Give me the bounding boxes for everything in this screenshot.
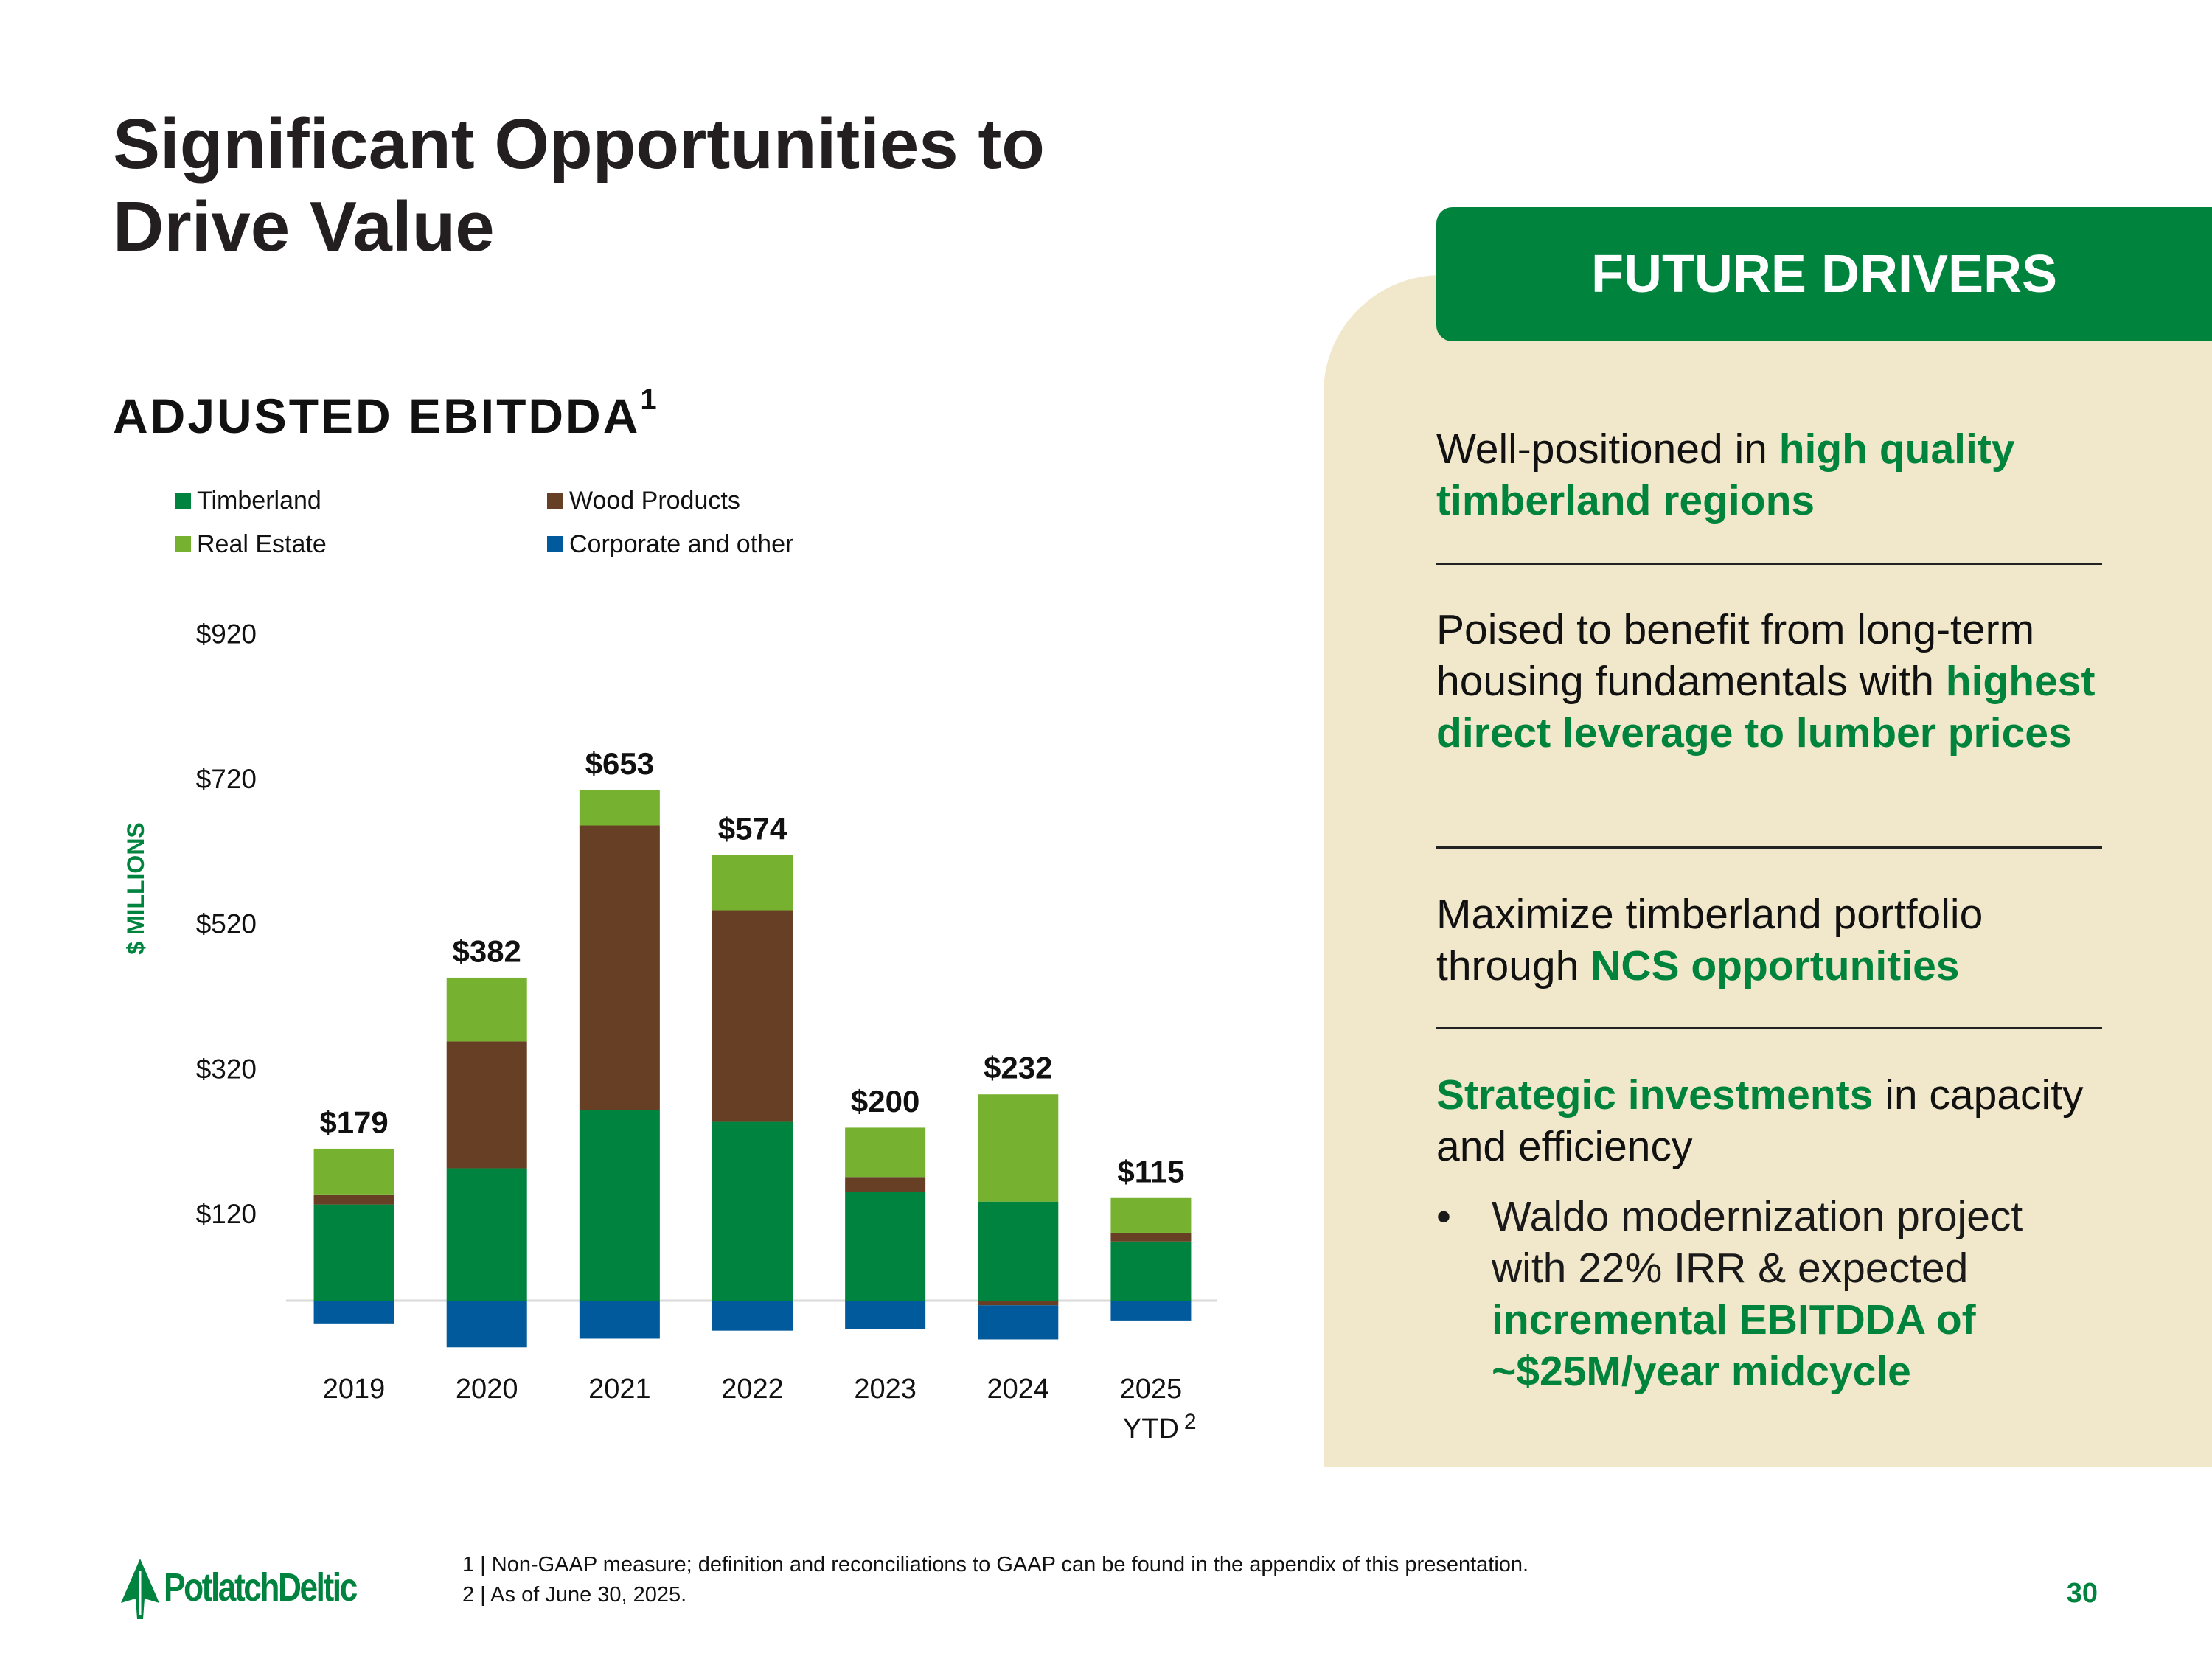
bar-segment bbox=[1110, 1232, 1192, 1242]
legend-label: Wood Products bbox=[569, 487, 740, 515]
footnote: 1 | Non-GAAP measure; definition and rec… bbox=[462, 1553, 1529, 1576]
x-tick-note: 2 bbox=[1183, 1410, 1197, 1434]
highlight-text: highest direct leverage to lumber prices bbox=[1436, 658, 2096, 757]
x-tick-label: 2021 bbox=[588, 1374, 651, 1405]
footnote: 2 | As of June 30, 2025. bbox=[462, 1583, 687, 1607]
bullet-dot: • bbox=[1436, 1193, 1451, 1240]
bar-segment bbox=[1110, 1301, 1192, 1321]
y-tick-label: $120 bbox=[196, 1199, 257, 1229]
bar-segment bbox=[446, 977, 527, 1042]
bar-segment bbox=[845, 1177, 926, 1192]
body-text: Waldo modernization project with 22% IRR… bbox=[1492, 1193, 2023, 1292]
total-label: $653 bbox=[585, 746, 654, 781]
drivers-panel bbox=[1324, 275, 2212, 1467]
bar-segment bbox=[978, 1201, 1059, 1301]
highlight-text: incremental EBITDDA of ~$25M/year midcyc… bbox=[1492, 1296, 1976, 1395]
driver-item: Poised to benefit from long-term housing… bbox=[1436, 604, 2100, 759]
legend-swatch bbox=[175, 493, 191, 509]
plot: $120 $320 $520 $720 $920 $179 $382 $653 $574 $200… bbox=[196, 619, 1192, 1348]
y-tick-label: $320 bbox=[196, 1054, 257, 1084]
bar-segment bbox=[712, 1121, 793, 1301]
bar-segment bbox=[579, 1301, 660, 1339]
y-tick-label: $720 bbox=[196, 764, 257, 794]
driver-item: Well-positioned in high quality timberla… bbox=[1436, 423, 2100, 526]
bar-segment bbox=[313, 1204, 394, 1301]
bar-segment bbox=[712, 855, 793, 911]
y-tick-label: $920 bbox=[196, 619, 257, 650]
x-tick-label: 2022 bbox=[721, 1374, 784, 1405]
bar-segment bbox=[978, 1094, 1059, 1202]
bar-segment bbox=[845, 1127, 926, 1178]
panel-header: FUTURE DRIVERS bbox=[1436, 207, 2212, 341]
total-label: $382 bbox=[452, 933, 521, 968]
chart-title: ADJUSTED EBITDDA1 bbox=[113, 383, 659, 443]
logo-tree bbox=[121, 1559, 159, 1619]
page-number: 30 bbox=[2066, 1578, 2098, 1609]
driver-item: Maximize timberland portfolio through NC… bbox=[1436, 888, 2100, 992]
highlight-text: high quality timberland regions bbox=[1436, 425, 2015, 524]
bar-segment bbox=[579, 1110, 660, 1301]
total-label: $200 bbox=[851, 1084, 919, 1119]
chart-title-note: 1 bbox=[640, 383, 658, 416]
highlight-text: Strategic investments bbox=[1436, 1071, 1874, 1119]
legend-swatch bbox=[547, 536, 563, 552]
total-label: $115 bbox=[1117, 1154, 1184, 1189]
total-label: $179 bbox=[319, 1105, 388, 1139]
legend-label: Real Estate bbox=[197, 530, 327, 558]
bar-segment bbox=[579, 790, 660, 826]
total-label: $574 bbox=[718, 811, 787, 846]
y-tick-label: $520 bbox=[196, 909, 257, 939]
separator bbox=[1436, 563, 2102, 565]
bar-segment bbox=[313, 1148, 394, 1195]
legend-label: Corporate and other bbox=[569, 530, 793, 558]
bullet-item: Waldo modernization project with 22% IRR… bbox=[1492, 1191, 2096, 1397]
separator bbox=[1436, 846, 2102, 849]
x-tick-label: 2025 YTD bbox=[1119, 1374, 1183, 1444]
x-tick-label: 2024 bbox=[987, 1374, 1050, 1405]
x-tick-label: 2019 bbox=[322, 1374, 386, 1405]
body-text: Maximize timberland portfolio through bbox=[1436, 891, 1983, 990]
body-text: Poised to benefit from long-term housing… bbox=[1436, 606, 2035, 705]
bar-segment bbox=[446, 1168, 527, 1301]
bar-segment bbox=[712, 1301, 793, 1331]
legend-swatch bbox=[175, 536, 191, 552]
body-text: in capacity and efficiency bbox=[1436, 1071, 2084, 1170]
separator bbox=[1436, 1027, 2102, 1029]
y-axis-label: $ MILLIONS bbox=[122, 822, 149, 955]
body-text: Well-positioned in bbox=[1436, 425, 1779, 473]
total-label: $232 bbox=[984, 1051, 1052, 1085]
legend-label: Timberland bbox=[197, 487, 321, 515]
logo: PotlatchDeltic bbox=[164, 1565, 358, 1610]
bar-segment bbox=[845, 1192, 926, 1301]
x-tick-label: 2023 bbox=[854, 1374, 917, 1405]
bar-segment bbox=[712, 910, 793, 1122]
slide-title: Significant Opportunities to Drive Value bbox=[113, 105, 1045, 266]
bar-segment bbox=[978, 1301, 1059, 1306]
highlight-text: NCS opportunities bbox=[1590, 942, 1960, 990]
bar-segment bbox=[446, 1041, 527, 1169]
bar-segment bbox=[1110, 1241, 1192, 1301]
bar-segment bbox=[313, 1301, 394, 1324]
bar-segment bbox=[978, 1305, 1059, 1340]
chart-title-text: ADJUSTED EBITDDA bbox=[113, 389, 640, 443]
bar-segment bbox=[313, 1194, 394, 1205]
bar-segment bbox=[446, 1301, 527, 1348]
legend-swatch bbox=[547, 493, 563, 509]
bar-segment bbox=[579, 825, 660, 1110]
driver-item: Strategic investments in capacity and ef… bbox=[1436, 1069, 2100, 1172]
bar-segment bbox=[845, 1301, 926, 1329]
x-tick-label: 2020 bbox=[455, 1374, 518, 1405]
bar-segment bbox=[1110, 1197, 1192, 1233]
chart: ADJUSTED EBITDDA1 $ MILLIONS $120 $320 $52… bbox=[113, 383, 1217, 1348]
